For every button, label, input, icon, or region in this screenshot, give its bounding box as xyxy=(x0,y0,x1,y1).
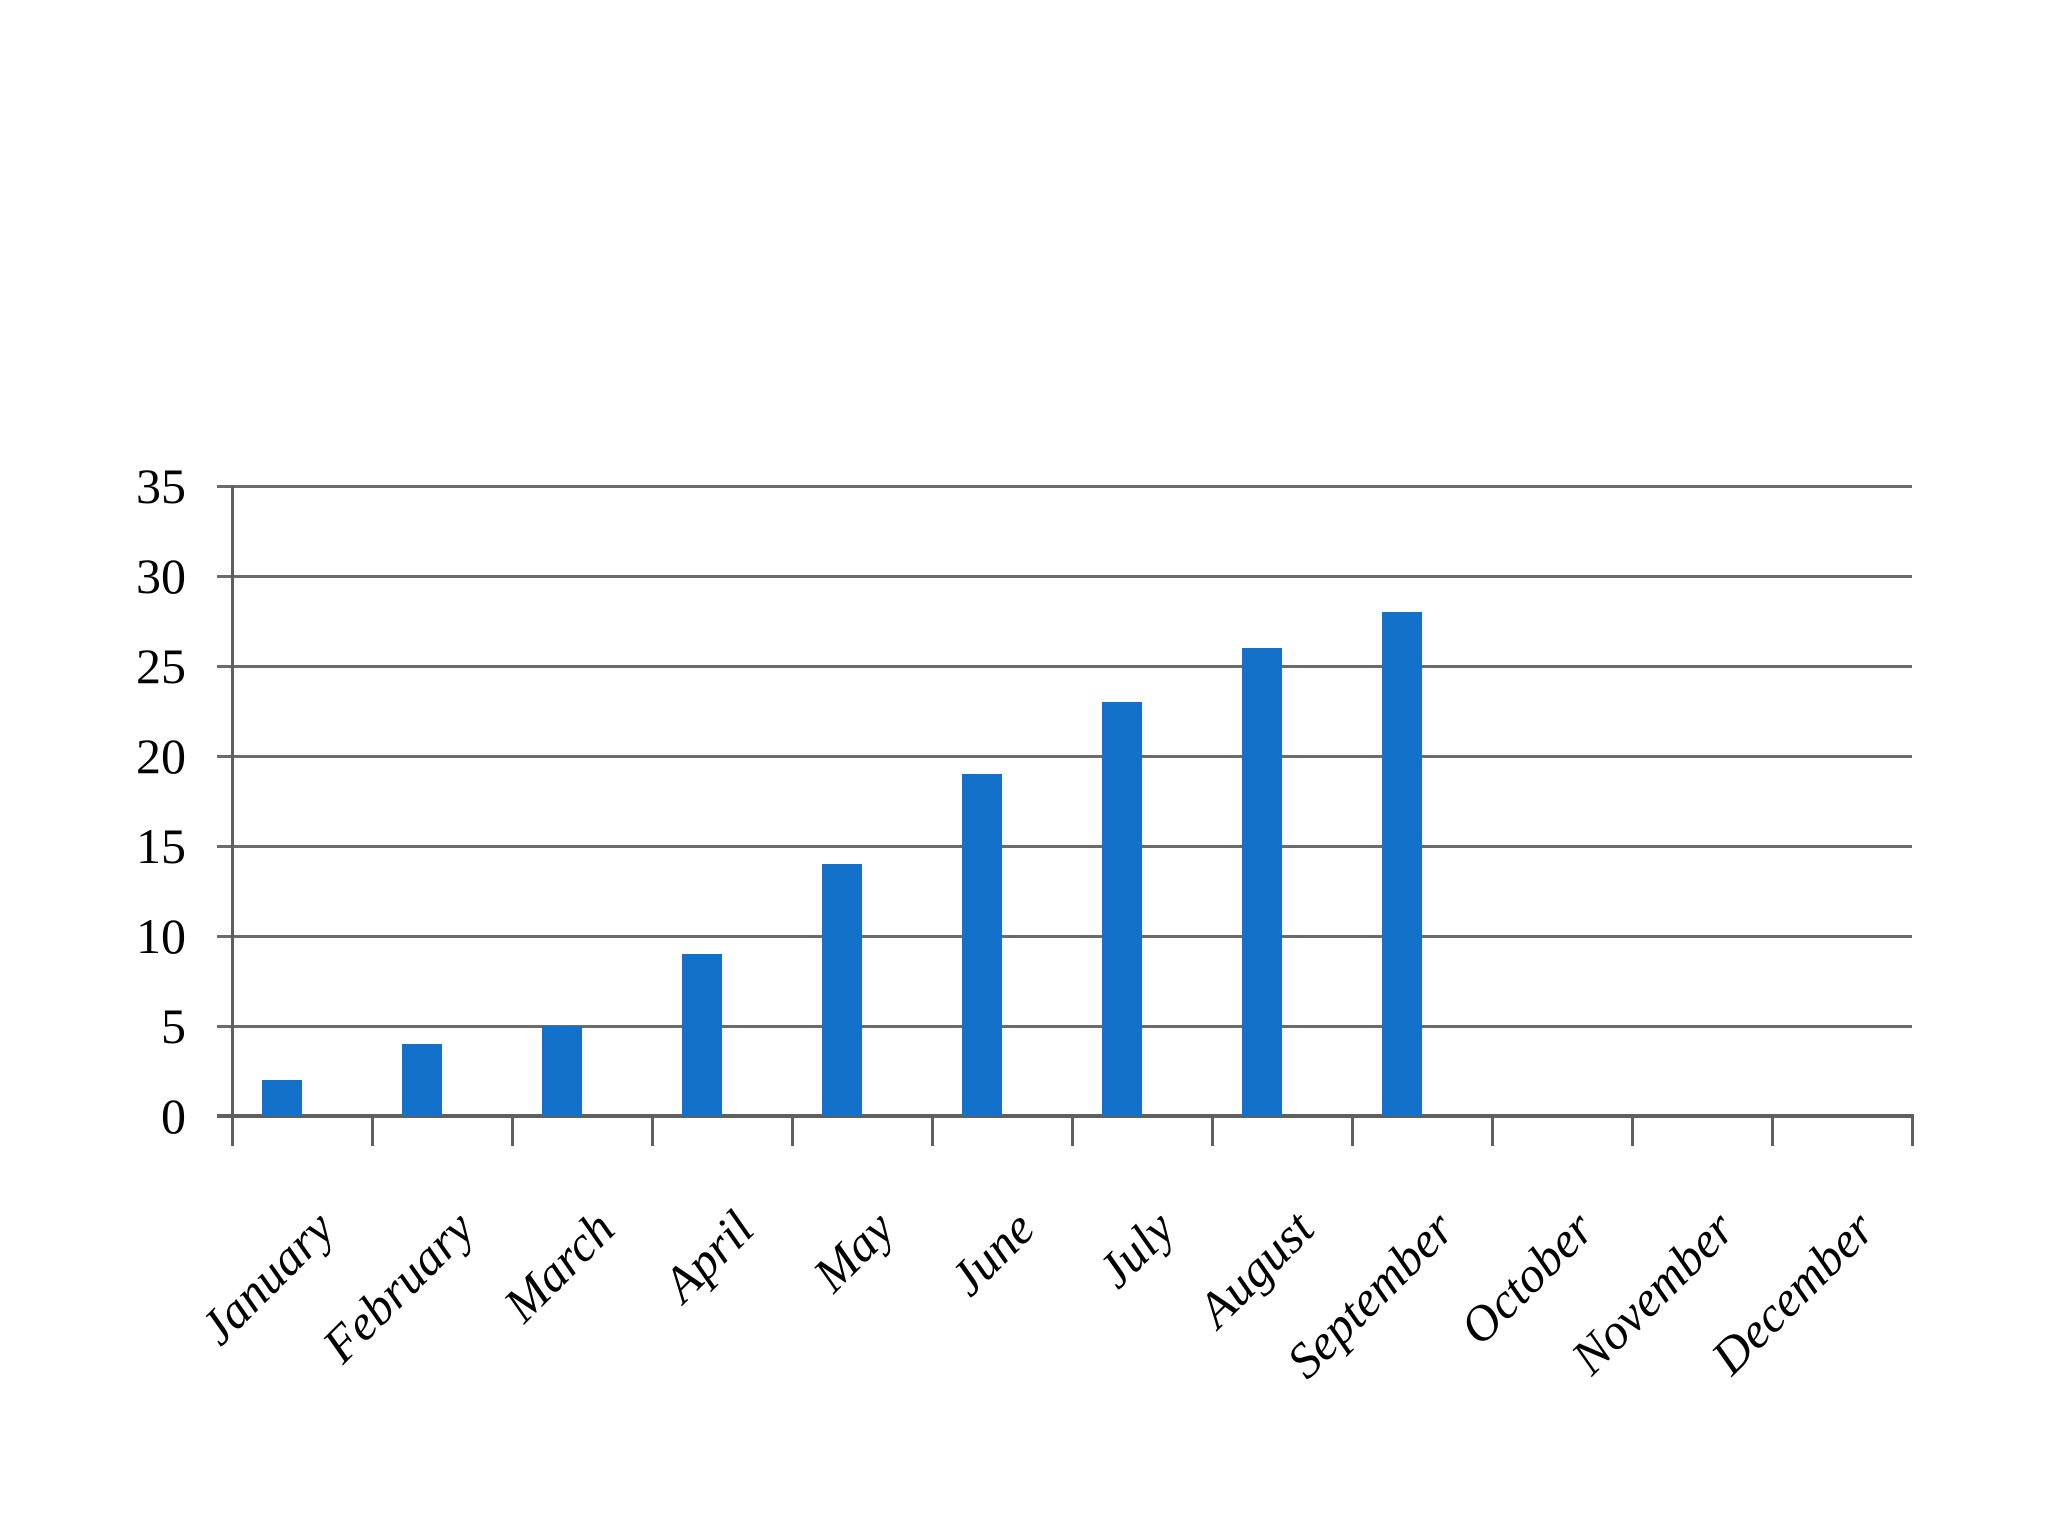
y-axis-line xyxy=(231,486,234,1146)
x-axis-tick xyxy=(1351,1116,1354,1146)
bar-may xyxy=(822,864,862,1116)
y-tick-label: 35 xyxy=(136,458,186,514)
x-axis-tick xyxy=(1211,1116,1214,1146)
gridline xyxy=(217,485,1912,488)
bar-february xyxy=(402,1044,442,1116)
bar-september xyxy=(1382,612,1422,1116)
bar-june xyxy=(962,774,1002,1116)
x-tick-label: February xyxy=(311,1199,485,1374)
bar-april xyxy=(682,954,722,1116)
x-tick-label: June xyxy=(938,1199,1045,1307)
gridline xyxy=(217,575,1912,578)
x-axis-tick xyxy=(1911,1116,1914,1146)
bar-january xyxy=(262,1080,302,1116)
bar-march xyxy=(542,1026,582,1116)
x-tick-label: April xyxy=(652,1199,765,1313)
x-axis-tick xyxy=(1771,1116,1774,1146)
x-axis-tick xyxy=(511,1116,514,1146)
gridline xyxy=(217,665,1912,668)
bar-august xyxy=(1242,648,1282,1116)
y-tick-label: 25 xyxy=(136,638,186,694)
gridline xyxy=(217,1025,1912,1028)
y-tick-label: 10 xyxy=(136,908,186,964)
gridline xyxy=(217,935,1912,938)
x-axis-tick xyxy=(931,1116,934,1146)
y-tick-label: 30 xyxy=(136,548,186,604)
x-axis-tick xyxy=(1491,1116,1494,1146)
y-tick-label: 5 xyxy=(161,998,186,1054)
x-tick-label: July xyxy=(1085,1199,1185,1299)
gridline xyxy=(217,845,1912,848)
bar-july xyxy=(1102,702,1142,1116)
x-tick-label: March xyxy=(491,1199,625,1333)
x-axis-tick xyxy=(371,1116,374,1146)
x-axis-line xyxy=(217,1114,1914,1118)
x-axis-tick xyxy=(791,1116,794,1146)
y-tick-label: 0 xyxy=(161,1088,186,1144)
y-tick-label: 20 xyxy=(136,728,186,784)
x-tick-label: May xyxy=(802,1199,905,1303)
y-tick-label: 15 xyxy=(136,818,186,874)
x-tick-label: August xyxy=(1186,1199,1325,1338)
x-axis-tick xyxy=(1631,1116,1634,1146)
x-axis-tick xyxy=(651,1116,654,1146)
x-axis-tick xyxy=(1071,1116,1074,1146)
gridline xyxy=(217,755,1912,758)
x-axis-tick xyxy=(231,1116,234,1146)
